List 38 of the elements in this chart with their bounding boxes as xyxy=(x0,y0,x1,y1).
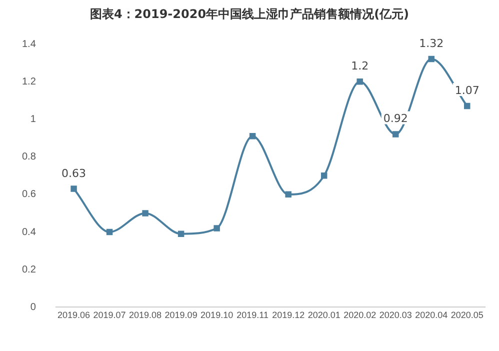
x-tick-label: 2019.11 xyxy=(236,310,269,320)
point xyxy=(249,133,256,140)
y-tick-label: 1 xyxy=(30,114,36,125)
point xyxy=(70,186,77,192)
point xyxy=(285,191,292,198)
x-tick-label: 2019.10 xyxy=(200,310,234,320)
y-tick-label: 0 xyxy=(30,302,36,313)
y-tick-label: 1.4 xyxy=(22,38,36,50)
point xyxy=(428,56,434,62)
x-tick-label: 2019.12 xyxy=(272,310,305,320)
point xyxy=(392,131,399,138)
data-label: 1.32 xyxy=(419,37,444,50)
x-tick-label: 2019.06 xyxy=(58,310,90,320)
x-tick-label: 2020.02 xyxy=(344,310,376,320)
x-tick-label: 2019.07 xyxy=(93,310,126,320)
x-tick-label: 2019.09 xyxy=(164,310,198,320)
point xyxy=(214,225,220,232)
data-label: 0.63 xyxy=(62,166,86,180)
x-tick-label: 2020.01 xyxy=(308,310,340,320)
point xyxy=(356,78,363,85)
y-tick-label: 0.2 xyxy=(22,264,36,276)
point xyxy=(142,210,148,216)
y-tick-label: 1.2 xyxy=(22,76,36,88)
point xyxy=(464,102,470,110)
y-tick-label: 0.4 xyxy=(22,226,36,238)
data-label: 0.92 xyxy=(383,112,408,126)
x-tick-label: 2020.05 xyxy=(450,310,484,320)
y-tick-label: 0.8 xyxy=(22,152,36,163)
data-label: 1.2 xyxy=(351,60,369,73)
point xyxy=(320,172,328,179)
data-label: 1.07 xyxy=(454,84,480,98)
x-tick-label: 2020.03 xyxy=(379,310,412,320)
point xyxy=(178,230,184,237)
x-tick-label: 2019.08 xyxy=(129,310,162,320)
y-tick-label: 0.6 xyxy=(22,189,36,200)
chart-title: 图表4：2019-2020年中国线上湿巾产品销售额情况(亿元) xyxy=(88,6,410,23)
x-tick-label: 2020.04 xyxy=(415,310,448,320)
point xyxy=(106,228,113,236)
